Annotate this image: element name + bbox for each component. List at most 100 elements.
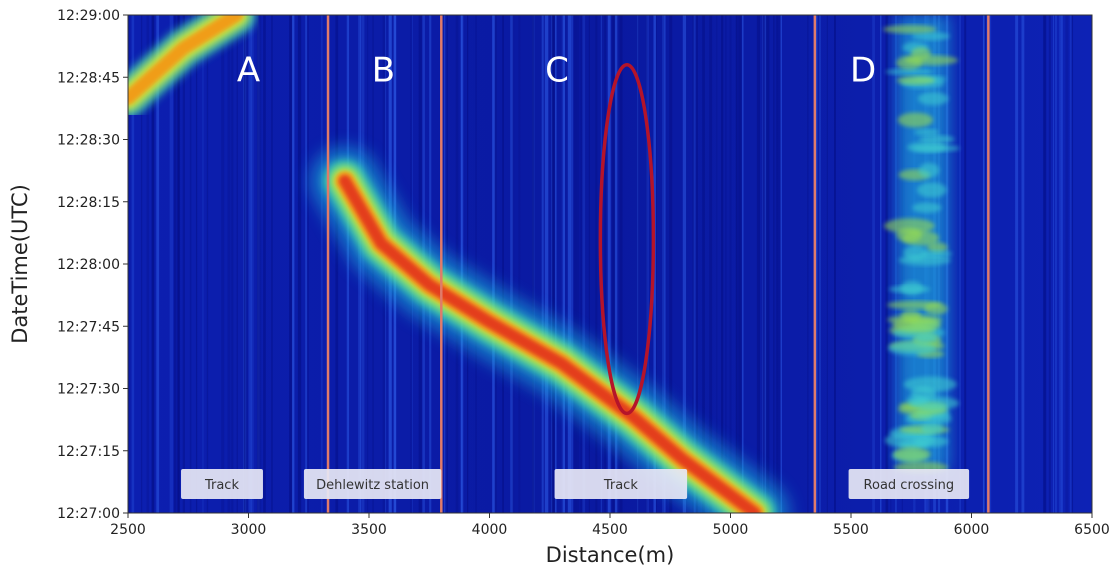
annotation-tag-label: Dehlewitz station — [316, 478, 429, 493]
streak — [725, 15, 727, 513]
x-tick-label: 6500 — [1074, 522, 1110, 538]
streak — [761, 15, 764, 513]
streak — [195, 15, 198, 513]
streak — [614, 15, 618, 513]
streak — [580, 15, 583, 513]
streak — [189, 15, 192, 513]
y-tick-label: 12:27:45 — [57, 319, 120, 335]
streak — [542, 15, 544, 513]
x-tick-label: 3500 — [351, 522, 387, 538]
streak — [567, 15, 572, 513]
section-label: A — [237, 50, 260, 90]
streak — [307, 15, 309, 513]
annotation-tags: Track Dehlewitz station Track Road crossing — [181, 469, 970, 499]
streak — [231, 15, 234, 513]
annotation-tag-label: Track — [204, 478, 239, 493]
streak — [964, 15, 967, 513]
x-tick-label: 3000 — [231, 522, 267, 538]
y-axis-label: DateTime(UTC) — [8, 184, 32, 344]
streak — [128, 15, 131, 513]
streak — [696, 15, 698, 513]
plot-area — [128, 15, 1092, 513]
streak — [347, 15, 350, 513]
streak — [607, 15, 611, 513]
streak — [151, 15, 155, 513]
streak — [872, 15, 875, 513]
road-crossing-speckle — [888, 341, 936, 356]
streak — [1055, 15, 1057, 513]
streak — [775, 15, 779, 513]
streak — [250, 15, 254, 513]
road-crossing-speckle — [918, 162, 940, 178]
streak — [588, 15, 590, 513]
streak — [758, 15, 760, 513]
streak — [256, 15, 260, 513]
y-tick-label: 12:28:30 — [57, 133, 120, 149]
road-crossing-speckle — [885, 68, 934, 75]
road-crossing-speckle — [882, 24, 937, 34]
road-crossing-speckle — [896, 227, 923, 243]
road-crossing-speckle — [906, 141, 947, 153]
streak — [826, 15, 828, 513]
streak — [202, 15, 204, 513]
streak — [885, 15, 889, 513]
streak — [518, 15, 521, 513]
streak — [669, 15, 673, 513]
x-tick-label: 4000 — [472, 522, 508, 538]
road-crossing-speckle — [914, 333, 938, 343]
streak — [305, 15, 307, 513]
streak — [1065, 15, 1069, 513]
y-tick-label: 12:27:15 — [57, 444, 120, 460]
road-crossing-speckle — [918, 135, 955, 143]
streak — [1015, 15, 1019, 513]
road-crossing-speckle — [913, 435, 949, 448]
section-label: C — [545, 50, 569, 90]
streak — [291, 15, 295, 513]
streak — [227, 15, 231, 513]
streak — [206, 15, 209, 513]
streak — [1043, 15, 1047, 513]
streak — [271, 15, 273, 513]
streak — [289, 15, 293, 513]
streak — [335, 15, 339, 513]
section-label: B — [372, 50, 395, 90]
y-tick-label: 12:27:00 — [57, 506, 120, 522]
streak — [693, 15, 696, 513]
streak — [561, 15, 564, 513]
streak — [773, 15, 775, 513]
road-crossing-speckle — [886, 300, 942, 310]
streak — [156, 15, 160, 513]
streak — [541, 15, 545, 513]
y-tick-label: 12:28:15 — [57, 195, 120, 211]
streak — [346, 15, 350, 513]
streak — [721, 15, 724, 513]
streak — [131, 15, 135, 513]
streak — [637, 15, 639, 513]
streak — [544, 15, 549, 513]
road-crossing-speckle — [912, 202, 942, 213]
streak — [243, 15, 246, 513]
streak — [982, 15, 985, 513]
streak — [763, 15, 766, 513]
streak — [492, 15, 496, 513]
road-crossing-speckle — [921, 250, 953, 258]
y-tick-label: 12:28:45 — [57, 70, 120, 86]
streak — [1043, 15, 1046, 513]
streak — [764, 15, 767, 513]
streak — [709, 15, 713, 513]
road-crossing-speckle — [914, 129, 940, 136]
streak — [531, 15, 535, 513]
x-tick-label: 2500 — [110, 522, 146, 538]
road-crossing-speckle — [927, 242, 948, 253]
streak — [895, 15, 897, 513]
streak — [682, 15, 687, 513]
streak — [146, 15, 150, 513]
streak — [890, 15, 892, 513]
streak — [1069, 15, 1072, 513]
streak — [182, 15, 185, 513]
streak — [664, 15, 666, 513]
streak — [259, 15, 262, 513]
streak — [1071, 15, 1074, 513]
road-crossing-speckle — [896, 55, 923, 70]
streak — [662, 15, 665, 513]
